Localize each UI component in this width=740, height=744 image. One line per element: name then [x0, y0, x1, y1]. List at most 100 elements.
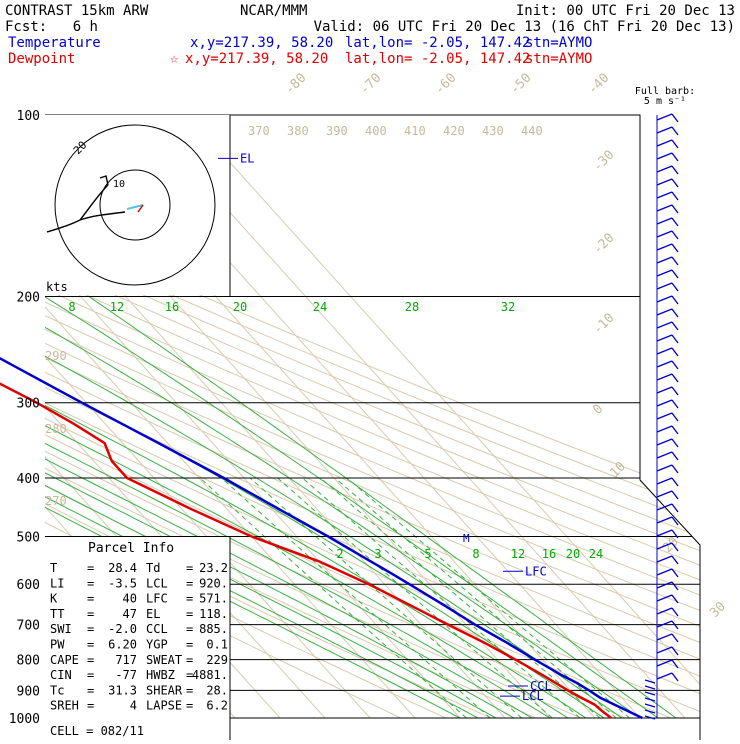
barb-flag — [671, 620, 679, 630]
mixing-ratio-label: 24 — [589, 547, 603, 561]
wind-barb — [656, 386, 679, 396]
parcel-label: LI — [50, 576, 64, 590]
dry-adiabat — [45, 115, 700, 719]
parcel-label: TT — [50, 607, 64, 621]
parcel-equals: = — [186, 607, 193, 621]
theta-label: 390 — [326, 124, 348, 138]
barb-shaft — [656, 607, 673, 615]
pressure-tick-label: 100 — [17, 109, 40, 124]
wind-barb — [656, 295, 679, 305]
mixing-ratio-label: 12 — [511, 547, 525, 561]
isotherm-label: -50 — [507, 71, 534, 98]
init-time: Init: 00 UTC Fri 20 Dec 13 — [516, 3, 735, 19]
barb-shaft — [656, 425, 673, 433]
barb-flag — [671, 230, 679, 240]
barb-shaft — [656, 542, 673, 550]
parcel-value: 4881. — [192, 668, 228, 682]
parcel-value: 118. — [199, 607, 228, 621]
barb-shaft — [656, 321, 673, 329]
mixing-ratio-label: 24 — [313, 300, 327, 314]
wind-barbs — [644, 113, 679, 720]
parcel-label: SWEAT — [146, 653, 182, 667]
barb-shaft — [656, 412, 673, 420]
wind-barb — [656, 646, 679, 656]
parcel-value: 6.2 — [206, 699, 228, 713]
parcel-label: HWBZ — [146, 668, 175, 682]
isotherm-label: -80 — [282, 71, 309, 98]
barb-flag — [671, 425, 679, 435]
mixing-ratio-label: 2 — [336, 547, 343, 561]
barb-shaft — [656, 191, 673, 199]
parcel-info-panel: Parcel Info T = 28.4 Td = 23.2LI = -3.5 LCL = 920.… — [45, 537, 231, 740]
wind-barb — [656, 321, 679, 331]
parcel-equals: = — [186, 561, 193, 575]
barb-shaft — [656, 633, 673, 641]
low-barb — [644, 691, 656, 696]
isotherm-line — [45, 115, 416, 719]
dry-adiabat — [45, 115, 700, 719]
wind-barb — [656, 542, 679, 552]
hodo-inner-ring — [99, 169, 171, 241]
barb-flag — [671, 269, 679, 279]
parcel-equals: = — [87, 592, 94, 606]
dry-adiabat — [45, 115, 700, 719]
barb-shaft — [656, 165, 673, 173]
barb-shaft — [656, 269, 673, 277]
wind-barb — [656, 477, 679, 487]
wind-barb — [656, 347, 679, 357]
parcel-equals: = — [186, 699, 193, 713]
barb-flag — [671, 386, 679, 396]
parcel-equals: = — [186, 576, 193, 590]
barb-flag — [671, 555, 679, 565]
parcel-value: 47 — [123, 607, 137, 621]
parcel-info-title: Parcel Info — [88, 541, 174, 556]
barb-shaft — [656, 204, 673, 212]
theta-label: 280 — [45, 422, 67, 436]
hodo-trace — [46, 175, 126, 233]
wind-barb — [656, 204, 679, 214]
parcel-label: LFC — [146, 592, 168, 606]
barb-flag — [671, 308, 679, 318]
theta-label: 430 — [482, 124, 504, 138]
theta-label: 400 — [365, 124, 387, 138]
barb-flag — [671, 126, 679, 136]
parcel-value: 28.4 — [108, 561, 137, 575]
parcel-equals: = — [186, 638, 193, 652]
mixing-ratio-line — [199, 477, 467, 719]
low-barb — [644, 715, 656, 720]
mixing-ratio-label: 8 — [472, 547, 479, 561]
dry-adiabat — [45, 115, 700, 719]
wind-barb — [656, 529, 679, 539]
mixing-ratio-label: 16 — [165, 300, 179, 314]
barb-shaft — [656, 490, 673, 498]
low-barb — [644, 679, 656, 684]
parcel-equals: = — [87, 653, 94, 667]
pressure-tick-label: 600 — [17, 578, 40, 593]
parcel-label: PW — [50, 638, 65, 652]
dry-adiabat — [45, 115, 581, 719]
theta-label: 380 — [287, 124, 309, 138]
wind-barb — [656, 126, 679, 136]
dry-adiabat — [45, 115, 700, 719]
parcel-value: 4 — [130, 699, 137, 713]
wind-barb — [656, 464, 679, 474]
parcel-equals: = — [186, 622, 193, 636]
barb-flag — [671, 256, 679, 266]
dry-adiabat — [45, 115, 700, 719]
wind-barb — [656, 516, 679, 526]
dry-adiabat — [45, 115, 700, 719]
parcel-label: Td — [146, 561, 160, 575]
barb-flag — [671, 503, 679, 513]
wind-barb — [656, 373, 679, 383]
lcl-marker-label: LCL — [522, 689, 544, 703]
dewpoint-legend: Dewpoint — [8, 51, 75, 67]
barb-flag — [671, 464, 679, 474]
barb-flag — [671, 477, 679, 487]
parcel-equals: = — [87, 576, 94, 590]
barb-flag — [671, 490, 679, 500]
barb-flag — [671, 412, 679, 422]
parcel-value: 31.3 — [108, 683, 137, 697]
wind-barb — [656, 451, 679, 461]
isotherm-label: -60 — [432, 71, 459, 98]
wind-barb — [656, 308, 679, 318]
